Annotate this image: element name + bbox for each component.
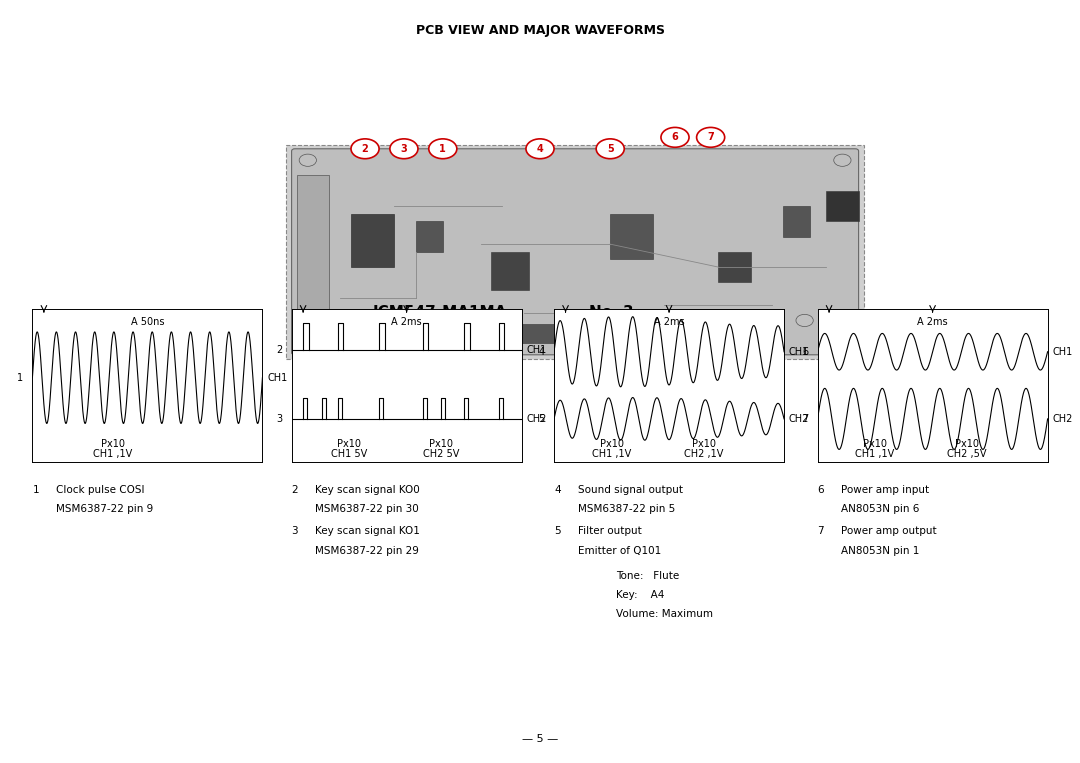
- Text: 7: 7: [802, 414, 808, 424]
- Circle shape: [390, 139, 418, 159]
- Text: 1: 1: [440, 143, 446, 154]
- Text: JCM547-MA1MA: JCM547-MA1MA: [373, 305, 507, 320]
- Text: A 2ms: A 2ms: [653, 317, 685, 327]
- Circle shape: [351, 139, 379, 159]
- Text: Px10: Px10: [955, 439, 980, 449]
- Text: MSM6387-22 pin 30: MSM6387-22 pin 30: [315, 504, 419, 513]
- Circle shape: [299, 154, 316, 166]
- Text: A 2ms: A 2ms: [917, 317, 948, 327]
- Bar: [491, 252, 529, 290]
- Text: Emitter of Q101: Emitter of Q101: [578, 546, 661, 555]
- Circle shape: [834, 154, 851, 166]
- Text: A 2ms: A 2ms: [391, 317, 422, 327]
- Bar: [286, 145, 864, 359]
- Text: 7: 7: [818, 526, 824, 536]
- Text: Sound signal output: Sound signal output: [578, 485, 683, 494]
- Text: CH2 ,1V: CH2 ,1V: [684, 449, 724, 459]
- Text: Px10: Px10: [337, 439, 361, 449]
- Text: 5: 5: [539, 414, 544, 424]
- Text: 2: 2: [292, 485, 298, 494]
- Text: Filter output: Filter output: [578, 526, 642, 536]
- Circle shape: [299, 337, 316, 349]
- Text: — 5 —: — 5 —: [522, 734, 558, 744]
- Text: Px10: Px10: [599, 439, 623, 449]
- Text: 2: 2: [276, 345, 282, 356]
- Circle shape: [440, 314, 457, 327]
- Text: Key scan signal KO0: Key scan signal KO0: [315, 485, 420, 494]
- Bar: [416, 221, 443, 252]
- Text: Px10: Px10: [863, 439, 887, 449]
- Circle shape: [697, 127, 725, 147]
- Text: Power amp input: Power amp input: [841, 485, 930, 494]
- Text: A 50ns: A 50ns: [131, 317, 164, 327]
- Text: 6: 6: [672, 132, 678, 143]
- Text: Key scan signal KO1: Key scan signal KO1: [315, 526, 420, 536]
- Text: 5: 5: [607, 143, 613, 154]
- Text: CH1: CH1: [788, 346, 809, 357]
- Circle shape: [526, 139, 554, 159]
- Text: CH1: CH1: [267, 372, 287, 383]
- Text: 6: 6: [818, 485, 824, 494]
- Text: CH2: CH2: [788, 414, 809, 424]
- Text: CH2: CH2: [1052, 414, 1072, 424]
- Text: Px10: Px10: [691, 439, 716, 449]
- Circle shape: [834, 337, 851, 349]
- Bar: [297, 175, 329, 328]
- Text: MSM6387-22 pin 9: MSM6387-22 pin 9: [56, 504, 153, 513]
- Text: 1: 1: [32, 485, 39, 494]
- Text: 6: 6: [802, 346, 808, 357]
- Text: CH2 5V: CH2 5V: [423, 449, 459, 459]
- Text: 1: 1: [17, 372, 23, 383]
- Text: CH1: CH1: [526, 345, 546, 356]
- Circle shape: [796, 314, 813, 327]
- Text: CH1 ,1V: CH1 ,1V: [855, 449, 894, 459]
- Text: 2: 2: [362, 143, 368, 154]
- Bar: [502, 324, 567, 343]
- Circle shape: [661, 127, 689, 147]
- Text: Tone:   Flute: Tone: Flute: [616, 571, 679, 581]
- Text: No. 3: No. 3: [589, 305, 633, 320]
- Bar: [718, 252, 751, 282]
- Text: Key:    A4: Key: A4: [616, 590, 664, 600]
- Text: MSM6387-22 pin 5: MSM6387-22 pin 5: [578, 504, 675, 513]
- Bar: [826, 191, 859, 221]
- Text: AN8053N pin 1: AN8053N pin 1: [841, 546, 920, 555]
- Text: 4: 4: [554, 485, 561, 494]
- Text: 4: 4: [537, 143, 543, 154]
- Bar: [351, 214, 394, 267]
- Text: 3: 3: [276, 414, 282, 424]
- FancyBboxPatch shape: [292, 149, 859, 355]
- Text: MSM6387-22 pin 29: MSM6387-22 pin 29: [315, 546, 419, 555]
- Bar: [783, 206, 810, 237]
- Circle shape: [656, 314, 673, 327]
- Text: 7: 7: [707, 132, 714, 143]
- Circle shape: [429, 139, 457, 159]
- Text: CH1: CH1: [1052, 346, 1072, 357]
- Text: CH2 ,5V: CH2 ,5V: [947, 449, 987, 459]
- Circle shape: [596, 139, 624, 159]
- Text: CH1 ,1V: CH1 ,1V: [592, 449, 631, 459]
- Text: PCB VIEW AND MAJOR WAVEFORMS: PCB VIEW AND MAJOR WAVEFORMS: [416, 24, 664, 37]
- Text: Clock pulse COSI: Clock pulse COSI: [56, 485, 145, 494]
- Text: 3: 3: [292, 526, 298, 536]
- Text: Power amp output: Power amp output: [841, 526, 937, 536]
- Text: Volume: Maximum: Volume: Maximum: [616, 609, 713, 619]
- Text: Px10: Px10: [429, 439, 454, 449]
- Text: Px10: Px10: [100, 439, 125, 449]
- Text: 4: 4: [539, 346, 544, 357]
- Text: CH1 5V: CH1 5V: [330, 449, 367, 459]
- Text: 3: 3: [401, 143, 407, 154]
- Text: 5: 5: [554, 526, 561, 536]
- Bar: [610, 214, 653, 259]
- Text: AN8053N pin 6: AN8053N pin 6: [841, 504, 920, 513]
- Text: CH2: CH2: [526, 414, 546, 424]
- Text: CH1 ,1V: CH1 ,1V: [93, 449, 133, 459]
